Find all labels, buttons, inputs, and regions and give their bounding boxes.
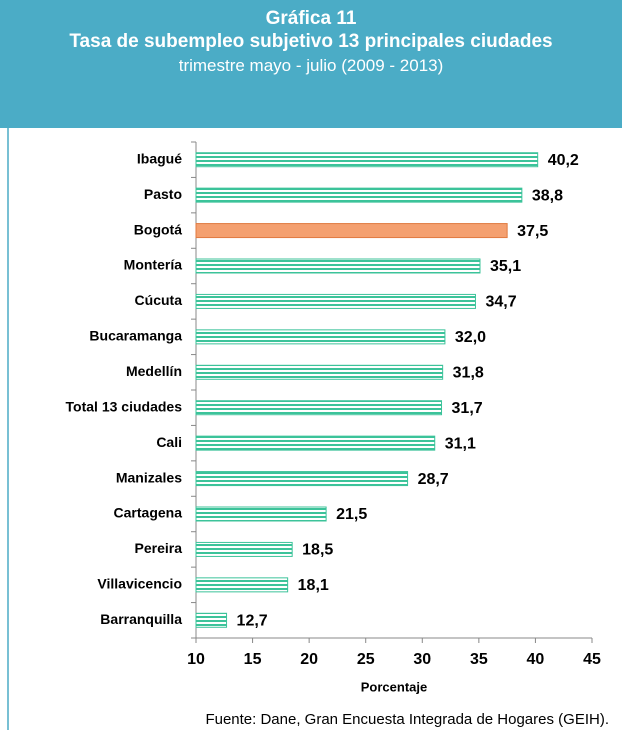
value-label: 31,1	[445, 435, 476, 452]
bar	[195, 435, 436, 451]
bar	[195, 329, 446, 345]
value-label: 40,2	[548, 152, 579, 169]
y-tick-label: Cali	[156, 434, 182, 450]
y-tick-label: Manizales	[116, 469, 182, 485]
x-tick-label: 45	[583, 651, 601, 668]
y-tick-label: Villavicencio	[97, 576, 182, 592]
bar	[195, 364, 444, 380]
bar	[195, 152, 539, 168]
bar	[195, 541, 293, 557]
value-label: 32,0	[455, 329, 486, 346]
y-tick-label: Barranquilla	[100, 611, 182, 627]
chart-subtitle: trimestre mayo - julio (2009 - 2013)	[178, 56, 444, 75]
value-label: 28,7	[418, 471, 449, 488]
bar	[195, 612, 228, 628]
bar	[195, 506, 327, 522]
value-label: 18,1	[298, 577, 329, 594]
y-tick-label: Cartagena	[114, 505, 183, 521]
value-label: 37,5	[517, 223, 548, 240]
source: Fuente: Dane, Gran Encuesta Integrada de…	[205, 711, 609, 728]
header: Gráfica 11 Tasa de subempleo subjetivo 1…	[0, 0, 622, 128]
x-tick-label: 20	[300, 651, 318, 668]
y-tick-label: Pereira	[135, 540, 183, 556]
value-label: 31,8	[453, 365, 484, 382]
y-tick-label: Bucaramanga	[89, 328, 182, 344]
value-label: 31,7	[452, 400, 483, 417]
bar	[195, 187, 523, 203]
x-tick-label: 40	[527, 651, 545, 668]
value-label: 21,5	[336, 506, 367, 523]
bar	[195, 258, 481, 274]
value-label: 18,5	[302, 542, 333, 559]
y-tick-label: Medellín	[126, 363, 182, 379]
x-tick-label: 15	[244, 651, 262, 668]
chart-label: Gráfica 11	[265, 8, 357, 29]
value-label: 34,7	[485, 294, 516, 311]
y-tick-label: Cúcuta	[135, 292, 183, 308]
x-tick-label: 30	[413, 651, 431, 668]
y-tick-label: Total 13 ciudades	[66, 398, 183, 414]
bar	[195, 293, 476, 309]
x-axis-label: Porcentaje	[361, 679, 427, 694]
value-label: 12,7	[237, 613, 268, 630]
y-tick-label: Pasto	[144, 186, 182, 202]
bar	[195, 471, 409, 487]
x-tick-label: 10	[187, 651, 205, 668]
chart-title: Tasa de subempleo subjetivo 13 principal…	[69, 31, 553, 52]
y-tick-label: Bogotá	[134, 221, 182, 237]
x-tick-label: 25	[357, 651, 375, 668]
x-tick-label: 35	[470, 651, 488, 668]
value-label: 35,1	[490, 258, 521, 275]
bar	[195, 223, 508, 239]
y-tick-label: Montería	[124, 257, 183, 273]
value-label: 38,8	[532, 187, 563, 204]
y-tick-label: Ibagué	[137, 150, 182, 166]
bar	[195, 400, 443, 416]
bar	[195, 577, 289, 593]
